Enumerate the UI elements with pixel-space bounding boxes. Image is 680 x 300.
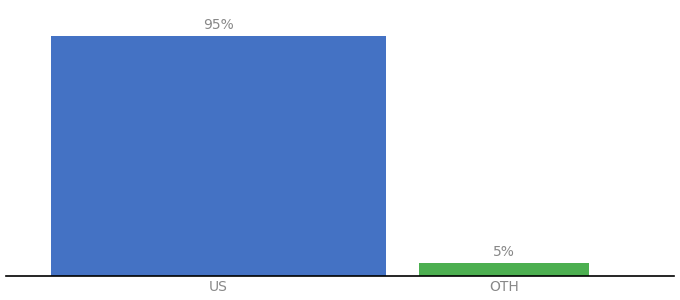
Text: 95%: 95% (203, 18, 234, 32)
Bar (51, 36, 386, 276)
Text: 5%: 5% (493, 245, 515, 259)
Bar (419, 263, 590, 276)
